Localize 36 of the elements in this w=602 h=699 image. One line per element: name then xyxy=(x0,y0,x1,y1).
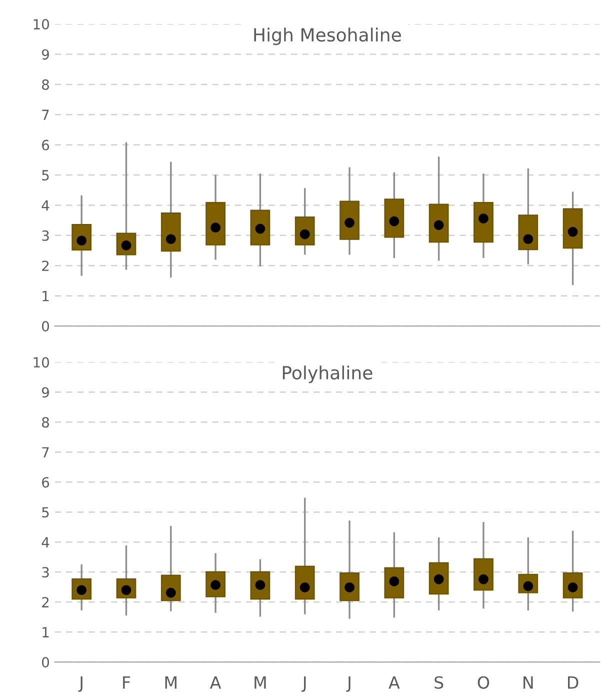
x-tick-label: J xyxy=(302,676,306,692)
x-tick-label: A xyxy=(210,676,222,689)
y-tick-label: 7 xyxy=(42,110,49,120)
y-tick-label: 4 xyxy=(42,200,50,211)
y-tick-label: 9 xyxy=(42,387,49,398)
y-tick-label: 9 xyxy=(42,49,49,60)
x-tick-label: D xyxy=(568,676,578,689)
y-tick-label: 10 xyxy=(34,357,49,368)
y-tick-label: 1 xyxy=(42,290,49,302)
x-tick-label: J xyxy=(78,676,82,692)
y-tick-label: 6 xyxy=(42,477,50,488)
y-tick-label: 6 xyxy=(42,140,50,150)
x-tick-label: A xyxy=(388,676,400,689)
y-tick-label: 7 xyxy=(42,447,49,458)
y-tick-label: 2 xyxy=(42,260,49,271)
y-tick-label: 2 xyxy=(42,597,49,608)
x-tick-label: N xyxy=(524,676,533,689)
y-tick-label: 3 xyxy=(42,567,49,578)
x-tick-label: O xyxy=(478,676,490,689)
y-tick-label: 0 xyxy=(42,656,49,668)
y-tick-label: 3 xyxy=(42,230,49,241)
y-tick-label: 10 xyxy=(34,19,49,30)
y-tick-label: 8 xyxy=(42,79,49,90)
y-tick-label: 5 xyxy=(42,170,49,181)
x-tick-label: S xyxy=(434,676,444,689)
y-tick-label: 0 xyxy=(42,320,49,332)
y-tick-label: 5 xyxy=(42,507,49,518)
y-tick-label: 4 xyxy=(42,537,50,548)
x-tick-label: M xyxy=(165,676,176,689)
y-tick-label: 8 xyxy=(42,417,49,428)
x-tick-label: F xyxy=(123,676,130,689)
x-tick-label: J xyxy=(346,676,350,692)
x-tick-label: M xyxy=(254,676,266,689)
y-tick-label: 1 xyxy=(42,627,49,638)
chart-title: Polyhaline xyxy=(282,366,372,384)
chart-title: High Mesohaline xyxy=(254,28,401,46)
